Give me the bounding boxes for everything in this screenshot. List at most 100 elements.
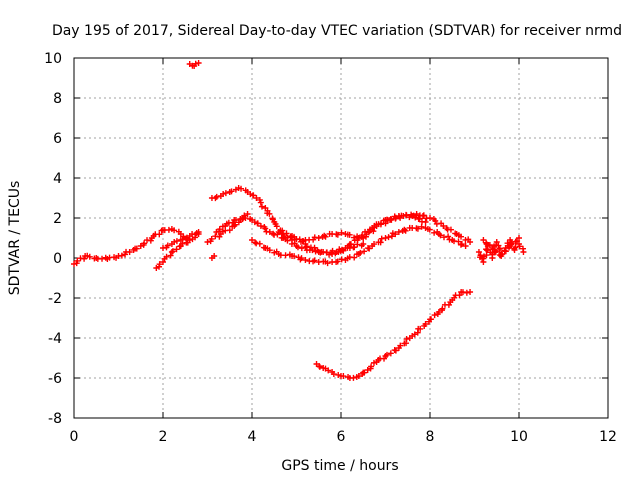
data-point [516,235,522,241]
data-point-interp [447,226,454,233]
data-point-interp [357,249,364,256]
data-point [342,245,349,251]
data-point-interp [220,190,227,197]
data-point-interp [431,229,438,236]
data-point [413,211,420,217]
data-point-interp [311,244,318,251]
data-point-interp [254,220,261,227]
data-point-interp [141,240,148,247]
axis-ticks: 0 2 4 6 8 10 12 -8 -6 -4 -2 0 2 4 6 8 10 [44,51,617,445]
data-point-interp [417,325,424,332]
y-tick-label: 6 [53,131,62,147]
data-point-interp [156,231,163,238]
data-point [360,241,367,247]
data-point [360,235,367,241]
data-point [427,215,433,221]
data-point-interp [437,232,444,239]
data-point-interp [262,225,269,232]
data-point-interp [324,260,331,267]
data-point-interp [189,231,196,238]
data-point-interp [418,223,425,230]
data-point [266,229,273,235]
y-axis-label: SDTVAR / TECUs [7,181,23,296]
x-tick-label: 8 [426,429,435,445]
data-point-interp [458,241,465,248]
data-point-interp [392,215,399,222]
data-point-interp [99,255,106,262]
data-point [302,257,309,263]
y-tick-label: -6 [48,371,62,387]
data-point [422,219,429,225]
data-point-interp [258,203,265,210]
data-point-interp [81,255,88,262]
data-point-interp [402,227,409,234]
data-point-interp [334,258,341,265]
data-point-interp [232,221,239,228]
data-point-interp [388,233,395,240]
data-point-interp [74,257,81,264]
x-tick-label: 2 [159,429,168,445]
data-point-interp [250,192,257,199]
data-point [249,237,255,243]
data-point-interp [397,214,404,221]
data-point-interp [383,351,390,358]
data-point-interp [179,236,186,243]
data-point [168,249,175,255]
data-point-interp [414,225,421,232]
data-point [475,249,482,255]
data-point-interp [86,253,93,260]
data-point-interp [284,237,291,244]
data-point-interp [318,248,325,255]
data-point-interp [163,253,170,260]
data-point-interp [167,252,174,259]
data-point [71,261,77,267]
data-point-interp [336,246,343,253]
data-point [493,239,500,245]
data-point-interp [291,253,298,260]
chart-title: Day 195 of 2017, Sidereal Day-to-day VTE… [52,23,622,39]
data-point-interp [445,233,452,240]
data-point-interp [241,212,248,219]
data-point-interp [486,241,493,248]
data-point-interp [432,217,439,224]
data-point-interp [431,312,438,319]
data-point-interp [298,245,305,252]
data-point-interp [266,247,273,254]
data-point-interp [171,238,178,245]
data-point-interp [483,241,490,248]
data-point-interp [508,240,515,247]
data-point-interp [388,216,395,223]
data-point-interp [392,231,399,238]
y-tick-label: 4 [53,171,62,187]
data-point-interp [350,374,357,381]
data-point-interp [403,211,410,218]
data-point [213,229,220,235]
data-point-interp [338,229,345,236]
data-point-interp [512,244,519,251]
data-point-interp [192,60,199,67]
data-point-interp [340,373,347,380]
data-point-interp [256,240,263,247]
data-point-interp [457,241,464,248]
data-point-interp [283,230,290,237]
data-point-interp [339,247,346,254]
x-tick-label: 6 [337,429,346,445]
data-point-interp [441,234,448,241]
data-point [204,239,211,245]
x-tick-label: 0 [70,429,79,445]
data-point [480,237,487,243]
data-point-interp [266,210,273,217]
data-point-interp [293,235,300,242]
data-point [467,239,474,245]
data-point-interp [212,195,219,202]
data-point-interp [420,212,427,219]
data-point [253,195,260,201]
data-point [126,249,133,255]
data-point-interp [334,231,341,238]
data-point-interp [410,212,417,219]
data-point [195,229,202,235]
data-point-interp [351,244,358,251]
data-point-interp [403,336,410,343]
x-tick-label: 12 [599,429,617,445]
